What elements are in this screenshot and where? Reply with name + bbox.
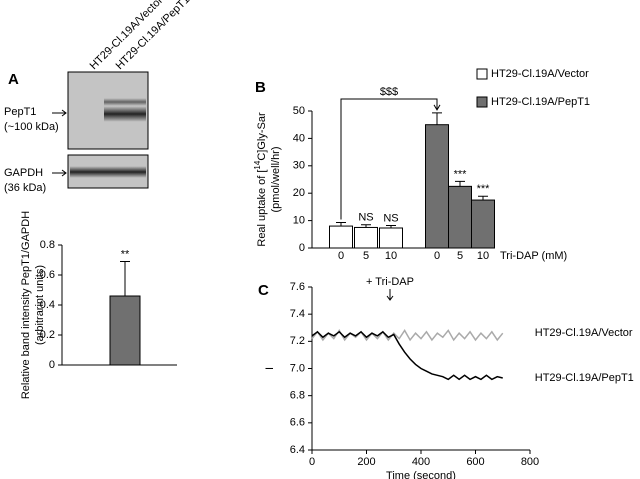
series-label: HT29-Cl.19A/Vector — [535, 327, 633, 339]
x-tick-label: 200 — [357, 456, 375, 468]
error-bar — [478, 195, 488, 201]
legend-swatch — [476, 96, 488, 108]
x-axis-label: Tri-DAP (mM) — [500, 250, 567, 262]
series-label: HT29-Cl.19A/PepT1 — [535, 372, 634, 384]
x-axis-label: Time (second) — [386, 470, 456, 479]
y-tick-label: 50 — [293, 105, 305, 117]
y-axis-label: Real uptake of [14C]Gly-Sar — [253, 112, 268, 247]
y-axis-label-part: Real uptake of [ — [256, 170, 268, 247]
bar — [354, 226, 378, 249]
y-axis-label-part: I — [264, 367, 276, 370]
y-tick-label: 0.2 — [40, 329, 55, 341]
blot-row-label: GAPDH — [4, 167, 43, 179]
x-tick-label: 0 — [434, 250, 440, 262]
y-axis-label-part: (pmol/well/hr) — [270, 146, 282, 212]
comparison-label: $$$ — [380, 86, 398, 98]
x-tick-label: 10 — [385, 250, 397, 262]
y-tick-label: 0 — [299, 242, 305, 254]
y-axis-label-part: C]Gly-Sar — [256, 112, 268, 161]
y-tick-label: 0.4 — [40, 299, 55, 311]
significance-label: NS — [358, 212, 373, 224]
arrow — [52, 109, 67, 177]
y-axis-label: (arbitrarint units) — [34, 265, 46, 345]
legend-swatch — [476, 68, 488, 80]
blot-row-label: PepT1 — [4, 106, 36, 118]
y-tick-label: 0.8 — [40, 239, 55, 251]
blot-band — [104, 98, 146, 106]
x-tick-label: 800 — [521, 456, 539, 468]
y-axis-label-part: (arbitrarint units) — [34, 265, 46, 345]
panel-label: A — [8, 71, 19, 88]
bar — [109, 295, 141, 366]
y-tick-label: 6.8 — [290, 390, 305, 402]
blot-band — [104, 106, 146, 122]
line — [311, 330, 503, 381]
bar — [425, 124, 449, 249]
x-tick-label: 5 — [457, 250, 463, 262]
y-axis-label: (pmol/well/hr) — [270, 146, 282, 212]
annotation-arrow — [386, 289, 394, 301]
panel-label: C — [258, 282, 269, 299]
y-tick-label: 7.0 — [290, 362, 305, 374]
legend-label: HT29-Cl.19A/Vector — [491, 68, 589, 80]
x-tick-label: 0 — [338, 250, 344, 262]
x-tick-label: 0 — [309, 456, 315, 468]
y-tick-label: 0 — [49, 359, 55, 371]
blot-row-sublabel: (36 kDa) — [4, 182, 46, 194]
error-bar — [336, 222, 346, 227]
error-bar — [386, 225, 396, 228]
error-bar — [120, 261, 130, 296]
annotation: + Tri-DAP — [366, 276, 414, 288]
legend-label: HT29-Cl.19A/PepT1 — [491, 96, 590, 108]
error-bar — [361, 224, 371, 228]
y-axis-label: I — [264, 367, 276, 370]
x-tick-label: 600 — [466, 456, 484, 468]
error-bar — [432, 112, 442, 125]
y-tick-label: 7.6 — [290, 281, 305, 293]
y-axis-label-part: Relative band intensity PepT1/GAPDH — [20, 211, 32, 399]
y-tick-label: 7.4 — [290, 308, 305, 320]
significance-label: ** — [121, 248, 130, 260]
y-tick-label: 6.4 — [290, 444, 305, 456]
bar — [329, 225, 353, 249]
y-axis-label-part: 14 — [253, 160, 262, 169]
error-bar — [455, 180, 465, 187]
bar — [379, 227, 403, 249]
y-tick-label: 20 — [293, 187, 305, 199]
blot-row-sublabel: (~100 kDa) — [4, 121, 59, 133]
y-tick-label: 30 — [293, 160, 305, 172]
significance-label: *** — [454, 168, 468, 180]
line — [311, 329, 504, 342]
y-tick-label: 10 — [293, 215, 305, 227]
x-tick-label: 400 — [412, 456, 430, 468]
y-tick-label: 7.2 — [290, 335, 305, 347]
x-tick-label: 10 — [477, 250, 489, 262]
y-tick-label: 6.6 — [290, 417, 305, 429]
y-axis-label: Relative band intensity PepT1/GAPDH — [20, 211, 32, 399]
significance-label: *** — [477, 183, 491, 195]
blot-band — [70, 166, 146, 178]
bar — [471, 199, 495, 249]
y-tick-label: 0.6 — [40, 269, 55, 281]
bar — [448, 185, 472, 249]
comparison-bracket — [340, 98, 441, 220]
x-tick-label: 5 — [363, 250, 369, 262]
y-tick-label: 40 — [293, 132, 305, 144]
significance-label: NS — [383, 212, 398, 224]
panel-label: B — [255, 79, 266, 96]
